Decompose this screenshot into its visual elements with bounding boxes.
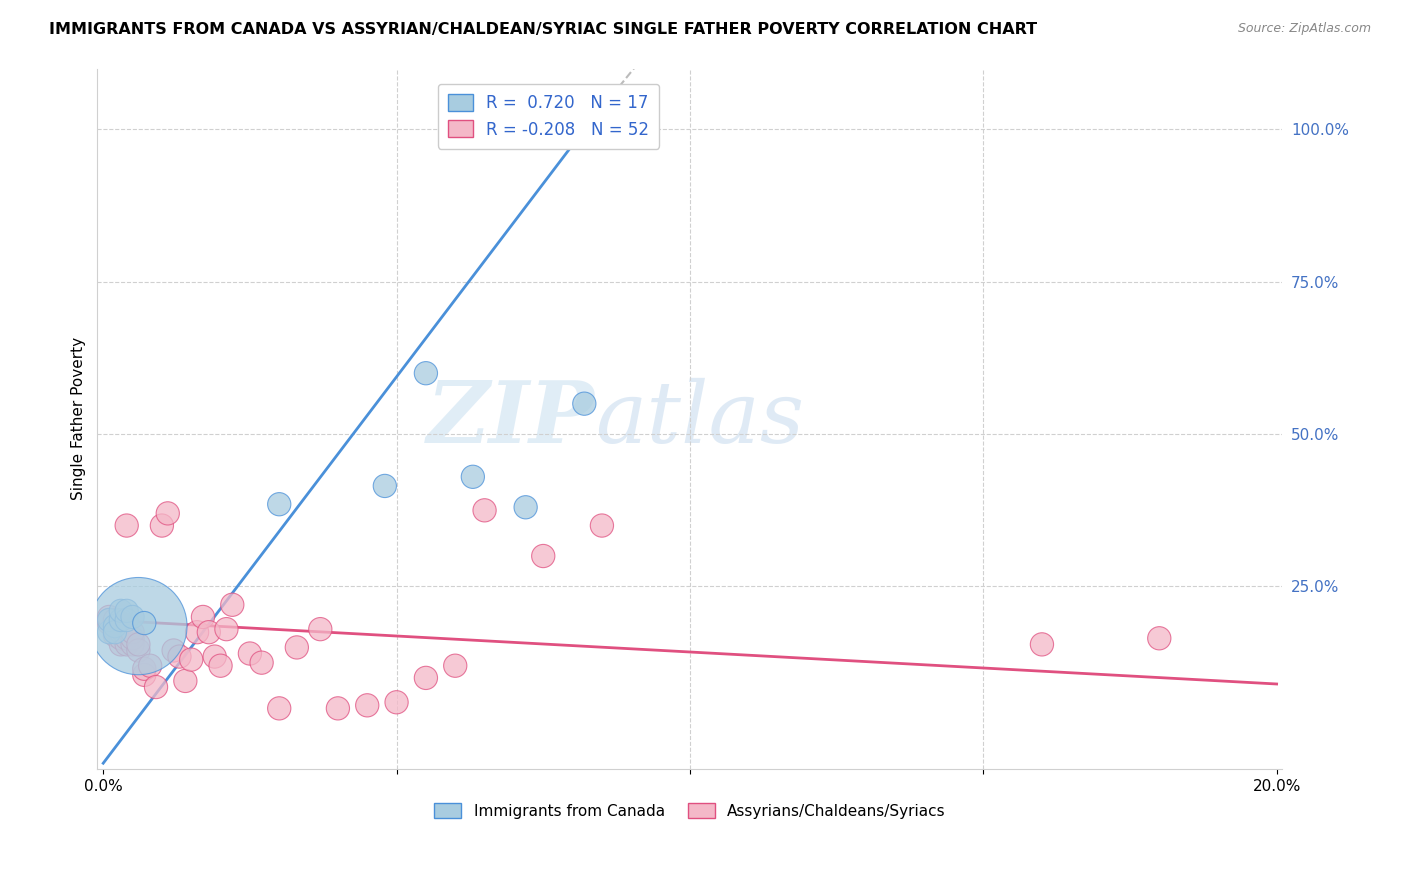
Point (134, 615, 156, 630)
Point (98, 615, 121, 630)
Point (415, 671, 437, 685)
Point (326, 701, 349, 715)
Point (134, 668, 156, 682)
Point (1031, 637, 1053, 651)
Point (356, 698, 378, 713)
Y-axis label: Single Father Poverty: Single Father Poverty (72, 337, 86, 500)
Point (1149, 632, 1171, 646)
Point (250, 656, 273, 670)
Point (127, 619, 149, 633)
Point (121, 610, 143, 624)
Point (374, 479, 396, 493)
Point (385, 695, 408, 709)
Point (104, 619, 127, 633)
Text: IMMIGRANTS FROM CANADA VS ASSYRIAN/CHALDEAN/SYRIAC SINGLE FATHER POVERTY CORRELA: IMMIGRANTS FROM CANADA VS ASSYRIAN/CHALD… (49, 22, 1038, 37)
Point (110, 625, 132, 640)
Point (415, 366, 437, 380)
Point (127, 637, 149, 651)
Point (110, 604, 132, 618)
Point (121, 625, 143, 640)
Point (156, 507, 179, 521)
Point (461, 470, 484, 484)
Text: ZIP: ZIP (427, 377, 595, 460)
Point (531, 549, 554, 563)
Point (285, 640, 308, 655)
Point (215, 622, 238, 636)
Point (134, 662, 156, 676)
Point (115, 613, 138, 627)
Point (204, 649, 226, 664)
Point (98, 613, 121, 627)
Point (98, 625, 121, 640)
Point (591, 518, 613, 533)
Point (110, 613, 132, 627)
Point (198, 625, 221, 640)
Point (104, 625, 127, 640)
Point (309, 622, 332, 636)
Point (169, 649, 191, 664)
Point (515, 500, 537, 515)
Text: atlas: atlas (595, 377, 804, 460)
Point (474, 503, 496, 517)
Point (104, 619, 127, 633)
Point (110, 632, 132, 646)
Point (444, 658, 467, 673)
Point (104, 628, 127, 642)
Point (110, 622, 132, 636)
Point (115, 632, 138, 646)
Point (127, 643, 149, 657)
Point (110, 637, 132, 651)
Point (121, 637, 143, 651)
Point (115, 637, 138, 651)
Point (121, 632, 143, 646)
Point (104, 622, 127, 636)
Text: Source: ZipAtlas.com: Source: ZipAtlas.com (1237, 22, 1371, 36)
Point (174, 673, 197, 688)
Point (98, 613, 121, 627)
Point (269, 701, 291, 715)
Point (115, 604, 138, 618)
Point (209, 658, 232, 673)
Point (239, 647, 262, 661)
Point (221, 598, 243, 612)
Point (269, 497, 291, 511)
Point (104, 613, 127, 627)
Point (145, 680, 167, 694)
Point (574, 397, 596, 411)
Point (186, 625, 208, 640)
Point (139, 658, 162, 673)
Point (191, 610, 214, 624)
Point (180, 652, 202, 666)
Point (150, 518, 173, 533)
Legend: Immigrants from Canada, Assyrians/Chaldeans/Syriacs: Immigrants from Canada, Assyrians/Chalde… (427, 797, 952, 825)
Point (98, 610, 121, 624)
Point (115, 518, 138, 533)
Point (162, 643, 184, 657)
Point (110, 615, 132, 630)
